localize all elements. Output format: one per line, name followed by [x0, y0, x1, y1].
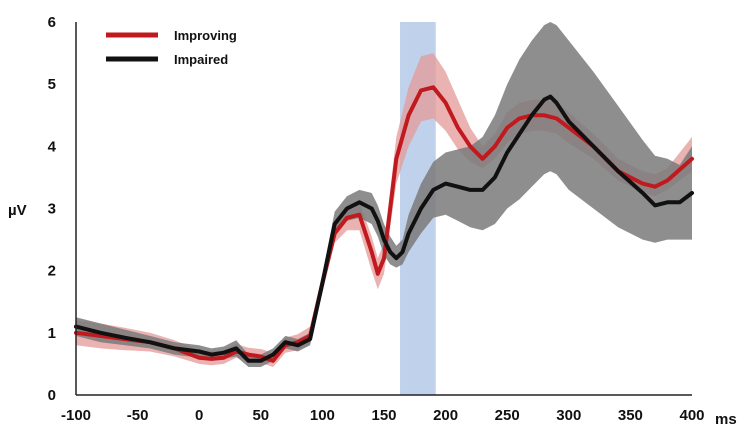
x-tick-label: 250	[495, 407, 520, 424]
x-tick-label: 200	[433, 407, 458, 424]
legend-label-improving: Improving	[174, 28, 237, 43]
x-tick-label: -100	[61, 407, 91, 424]
x-axis-label: ms	[715, 411, 737, 428]
y-tick-label: 4	[48, 138, 57, 155]
x-tick-labels: -100 -50 0 50 100 150 200 250 300 350 400	[61, 407, 705, 424]
x-tick-label: -50	[127, 407, 149, 424]
legend: Improving Impaired	[106, 28, 237, 67]
x-tick-label: 0	[195, 407, 203, 424]
y-tick-label: 1	[48, 325, 56, 342]
y-tick-label: 2	[48, 263, 56, 280]
series-line-layer	[74, 85, 694, 363]
y-tick-labels: 0 1 2 3 4 5 6	[48, 14, 57, 404]
y-tick-label: 5	[48, 76, 56, 93]
legend-label-impaired: Impaired	[174, 52, 228, 67]
x-tick-label: 400	[679, 407, 704, 424]
y-tick-label: 6	[48, 14, 56, 31]
confidence-band-layer	[76, 22, 692, 367]
x-tick-label: 350	[618, 407, 643, 424]
confidence-band-impaired	[76, 22, 692, 367]
series-line-impaired	[74, 94, 694, 363]
x-tick-label: 50	[252, 407, 269, 424]
axis-layer	[75, 22, 692, 396]
y-axis-label: µV	[8, 202, 27, 219]
y-tick-label: 3	[48, 201, 56, 218]
x-tick-label: 150	[371, 407, 396, 424]
y-tick-label: 0	[48, 387, 56, 404]
series-line-improving	[74, 85, 694, 363]
x-tick-label: 100	[310, 407, 335, 424]
x-tick-label: 300	[556, 407, 581, 424]
